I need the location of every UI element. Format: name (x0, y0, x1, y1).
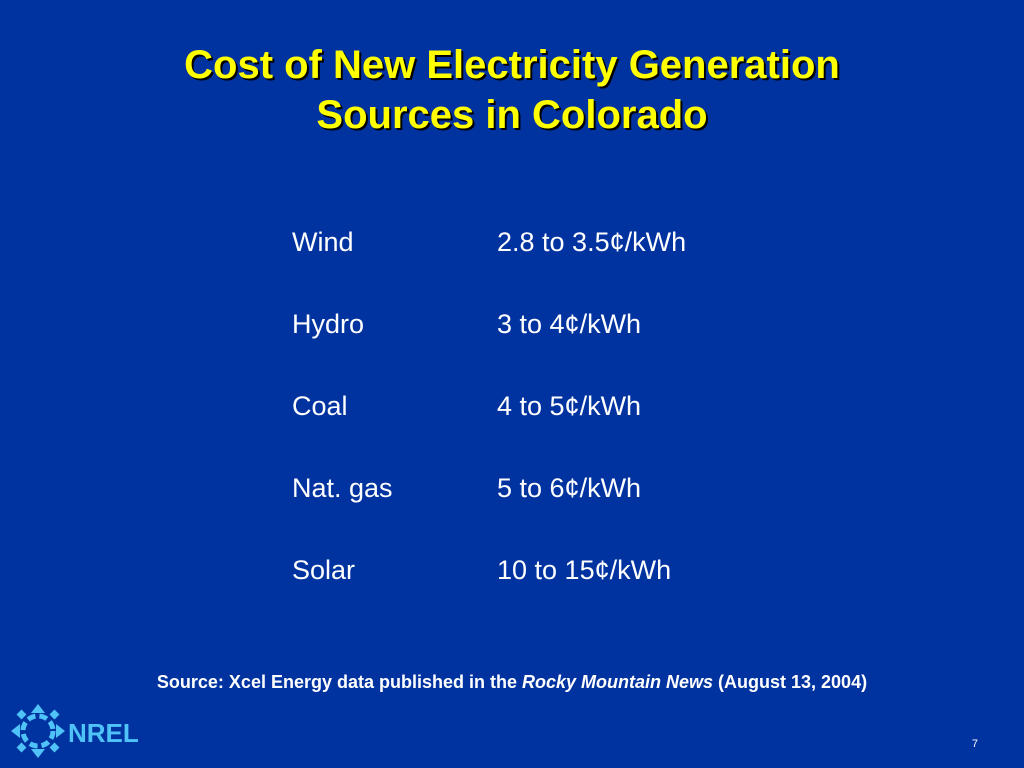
cost-value: 5 to 6¢/kWh (497, 473, 642, 503)
cost-value: 2.8 to 3.5¢/kWh (497, 227, 687, 257)
source-label: Nat. gas (292, 473, 393, 503)
source-label: Solar (292, 555, 356, 585)
slide-title: Cost of New Electricity Generation Sourc… (0, 40, 1024, 140)
source-label: Coal (292, 391, 348, 421)
nrel-logo-text: NREL (68, 718, 139, 748)
source-publication: Rocky Mountain News (522, 672, 714, 692)
cost-value: 4 to 5¢/kWh (497, 391, 642, 421)
source-citation: Source: Xcel Energy data published in th… (0, 670, 1024, 694)
cost-value: 3 to 4¢/kWh (497, 309, 642, 339)
source-suffix: (August 13, 2004) (713, 672, 868, 692)
page-number: 7 (971, 738, 978, 750)
source-label: Wind (292, 227, 354, 257)
nrel-logo-icon: NREL (11, 704, 139, 758)
slide-title-line-1: Cost of New Electricity Generation (184, 43, 840, 87)
source-prefix: Source: Xcel Energy data published in th… (156, 672, 522, 692)
slide-title-line-2: Sources in Colorado (316, 93, 708, 137)
nrel-emblem (11, 704, 65, 758)
source-label: Hydro (292, 309, 365, 339)
cost-value: 10 to 15¢/kWh (497, 555, 672, 585)
